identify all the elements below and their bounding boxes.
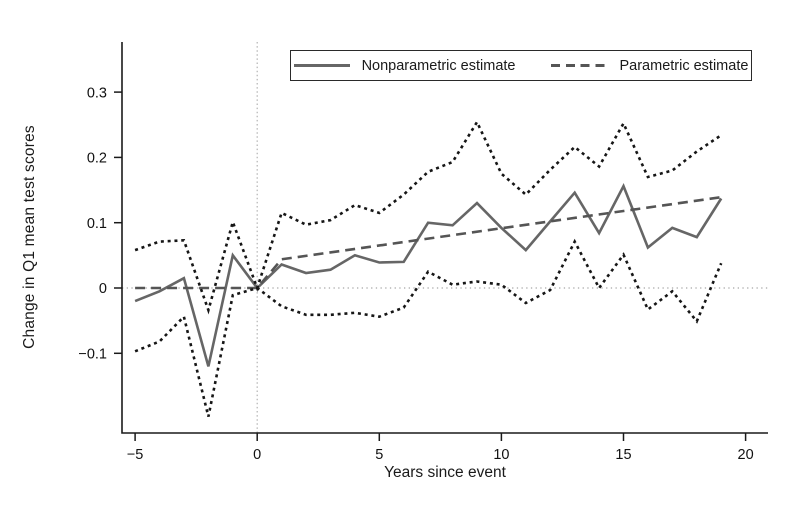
dashed-line-sample-icon bbox=[551, 64, 608, 67]
y-tick-label: 0 bbox=[99, 281, 107, 297]
solid-line-sample-icon bbox=[293, 64, 350, 67]
confidence-band-upper-line bbox=[134, 119, 722, 315]
x-axis-title: Years since event bbox=[384, 464, 506, 481]
legend-label-nonparametric: Nonparametric estimate bbox=[361, 57, 516, 74]
legend-label-parametric: Parametric estimate bbox=[619, 57, 749, 74]
y-tick-label: −0.1 bbox=[78, 347, 107, 363]
y-axis-title: Change in Q1 mean test scores bbox=[21, 125, 38, 349]
legend-item-parametric: Parametric estimate bbox=[551, 58, 748, 74]
x-tick-label: 15 bbox=[615, 447, 631, 463]
y-tick-label: 0.3 bbox=[87, 85, 107, 101]
x-tick-label: 0 bbox=[253, 447, 261, 463]
x-tick-label: 10 bbox=[493, 447, 509, 463]
y-tick-label: 0.1 bbox=[87, 216, 107, 232]
legend: Nonparametric estimate Parametric estima… bbox=[290, 50, 752, 81]
confidence-band-lower-line bbox=[134, 238, 723, 417]
nonparametric-estimate-line bbox=[134, 182, 723, 367]
y-tick-label: 0.2 bbox=[87, 151, 107, 167]
x-tick-label: 20 bbox=[738, 447, 754, 463]
x-tick-label: −5 bbox=[127, 447, 144, 463]
axis-lines bbox=[121, 42, 768, 434]
legend-item-nonparametric: Nonparametric estimate bbox=[293, 57, 516, 74]
x-tick-label: 5 bbox=[375, 447, 383, 463]
